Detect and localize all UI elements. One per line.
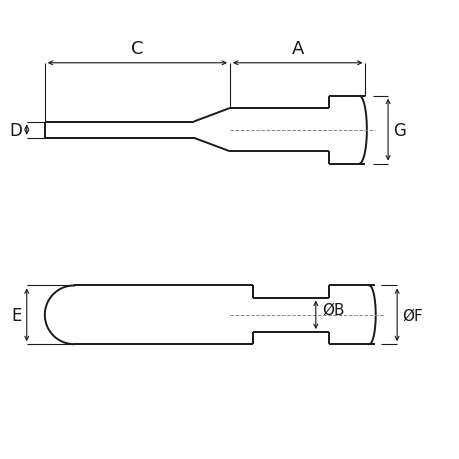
Text: ØB: ØB	[322, 302, 344, 318]
Text: E: E	[12, 306, 22, 324]
Text: A: A	[291, 40, 303, 58]
Text: C: C	[131, 40, 143, 58]
Text: D: D	[9, 121, 22, 140]
Text: G: G	[392, 121, 405, 140]
Text: ØF: ØF	[402, 308, 422, 323]
